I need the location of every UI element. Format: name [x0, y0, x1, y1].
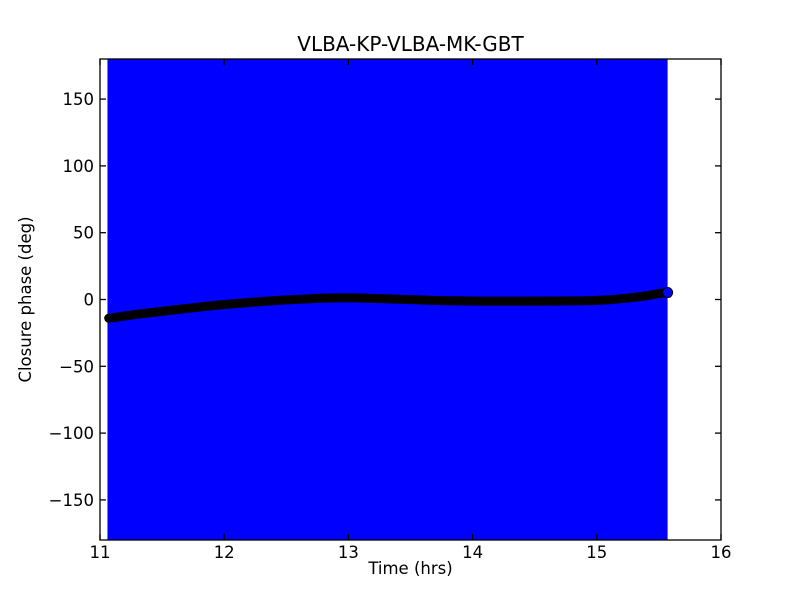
y-tick-label: −50 [59, 357, 94, 376]
chart-title: VLBA-KP-VLBA-MK-GBT [297, 32, 524, 56]
x-tick-label: 14 [462, 543, 483, 562]
x-axis-label: Time (hrs) [367, 559, 452, 578]
x-tick-label: 12 [214, 543, 235, 562]
end-point-marker [662, 287, 674, 299]
y-tick-label: 50 [73, 224, 94, 243]
y-tick-label: 0 [84, 291, 95, 310]
closure-phase-curve [104, 288, 673, 323]
x-tick-label: 16 [711, 543, 732, 562]
y-axis-label: Closure phase (deg) [16, 216, 35, 382]
y-tick-label: 150 [63, 90, 95, 109]
y-tick-label: −150 [49, 491, 94, 510]
x-tick-label: 13 [338, 543, 359, 562]
plot-area: 11 12 13 14 15 16 −150 −100 −50 0 50 100 150 [49, 58, 732, 562]
x-tick-label: 15 [586, 543, 607, 562]
x-tick-label: 11 [90, 543, 111, 562]
y-tick-label: −100 [49, 424, 94, 443]
y-tick-label: 100 [63, 157, 95, 176]
